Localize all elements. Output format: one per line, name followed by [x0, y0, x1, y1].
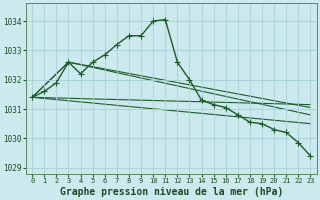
X-axis label: Graphe pression niveau de la mer (hPa): Graphe pression niveau de la mer (hPa) — [60, 186, 283, 197]
